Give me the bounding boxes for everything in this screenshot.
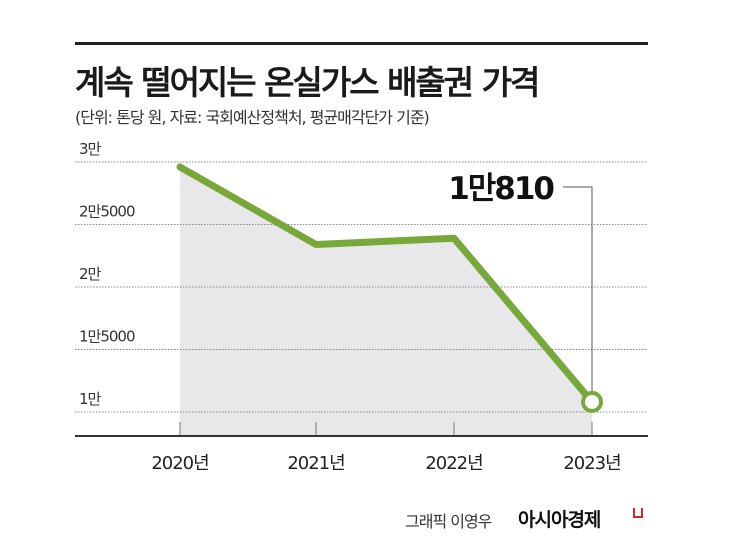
y-tick-label: 2만5000: [79, 203, 135, 221]
annotation-leader: [563, 186, 593, 392]
y-tick-label: 2만: [79, 265, 102, 283]
graphic-credit: 그래픽 이영우: [405, 512, 492, 531]
data-point-marker: [581, 390, 603, 413]
brand-logo: 아시아경제: [518, 509, 601, 531]
y-tick-label: 1만: [79, 390, 102, 408]
chart-title: 계속 떨어지는 온실가스 배출권 가격: [75, 63, 540, 102]
x-tick-label: 2021년: [287, 453, 344, 474]
x-tick-label: 2023년: [563, 453, 620, 474]
y-tick-label: 3만: [79, 140, 102, 158]
y-tick-label: 1만5000: [79, 328, 135, 346]
x-tick-label: 2022년: [425, 453, 482, 474]
x-tick-label: 2020년: [151, 453, 208, 474]
chart-subtitle: (단위: 톤당 원, 자료: 국회예산정책처, 평균매각단가 기준): [75, 108, 430, 127]
annotation-label: 1만810: [448, 171, 554, 207]
series-line: [176, 163, 596, 406]
brand-mark-icon: [633, 508, 643, 518]
area-fill: [180, 167, 592, 436]
top-rule: [75, 42, 648, 45]
